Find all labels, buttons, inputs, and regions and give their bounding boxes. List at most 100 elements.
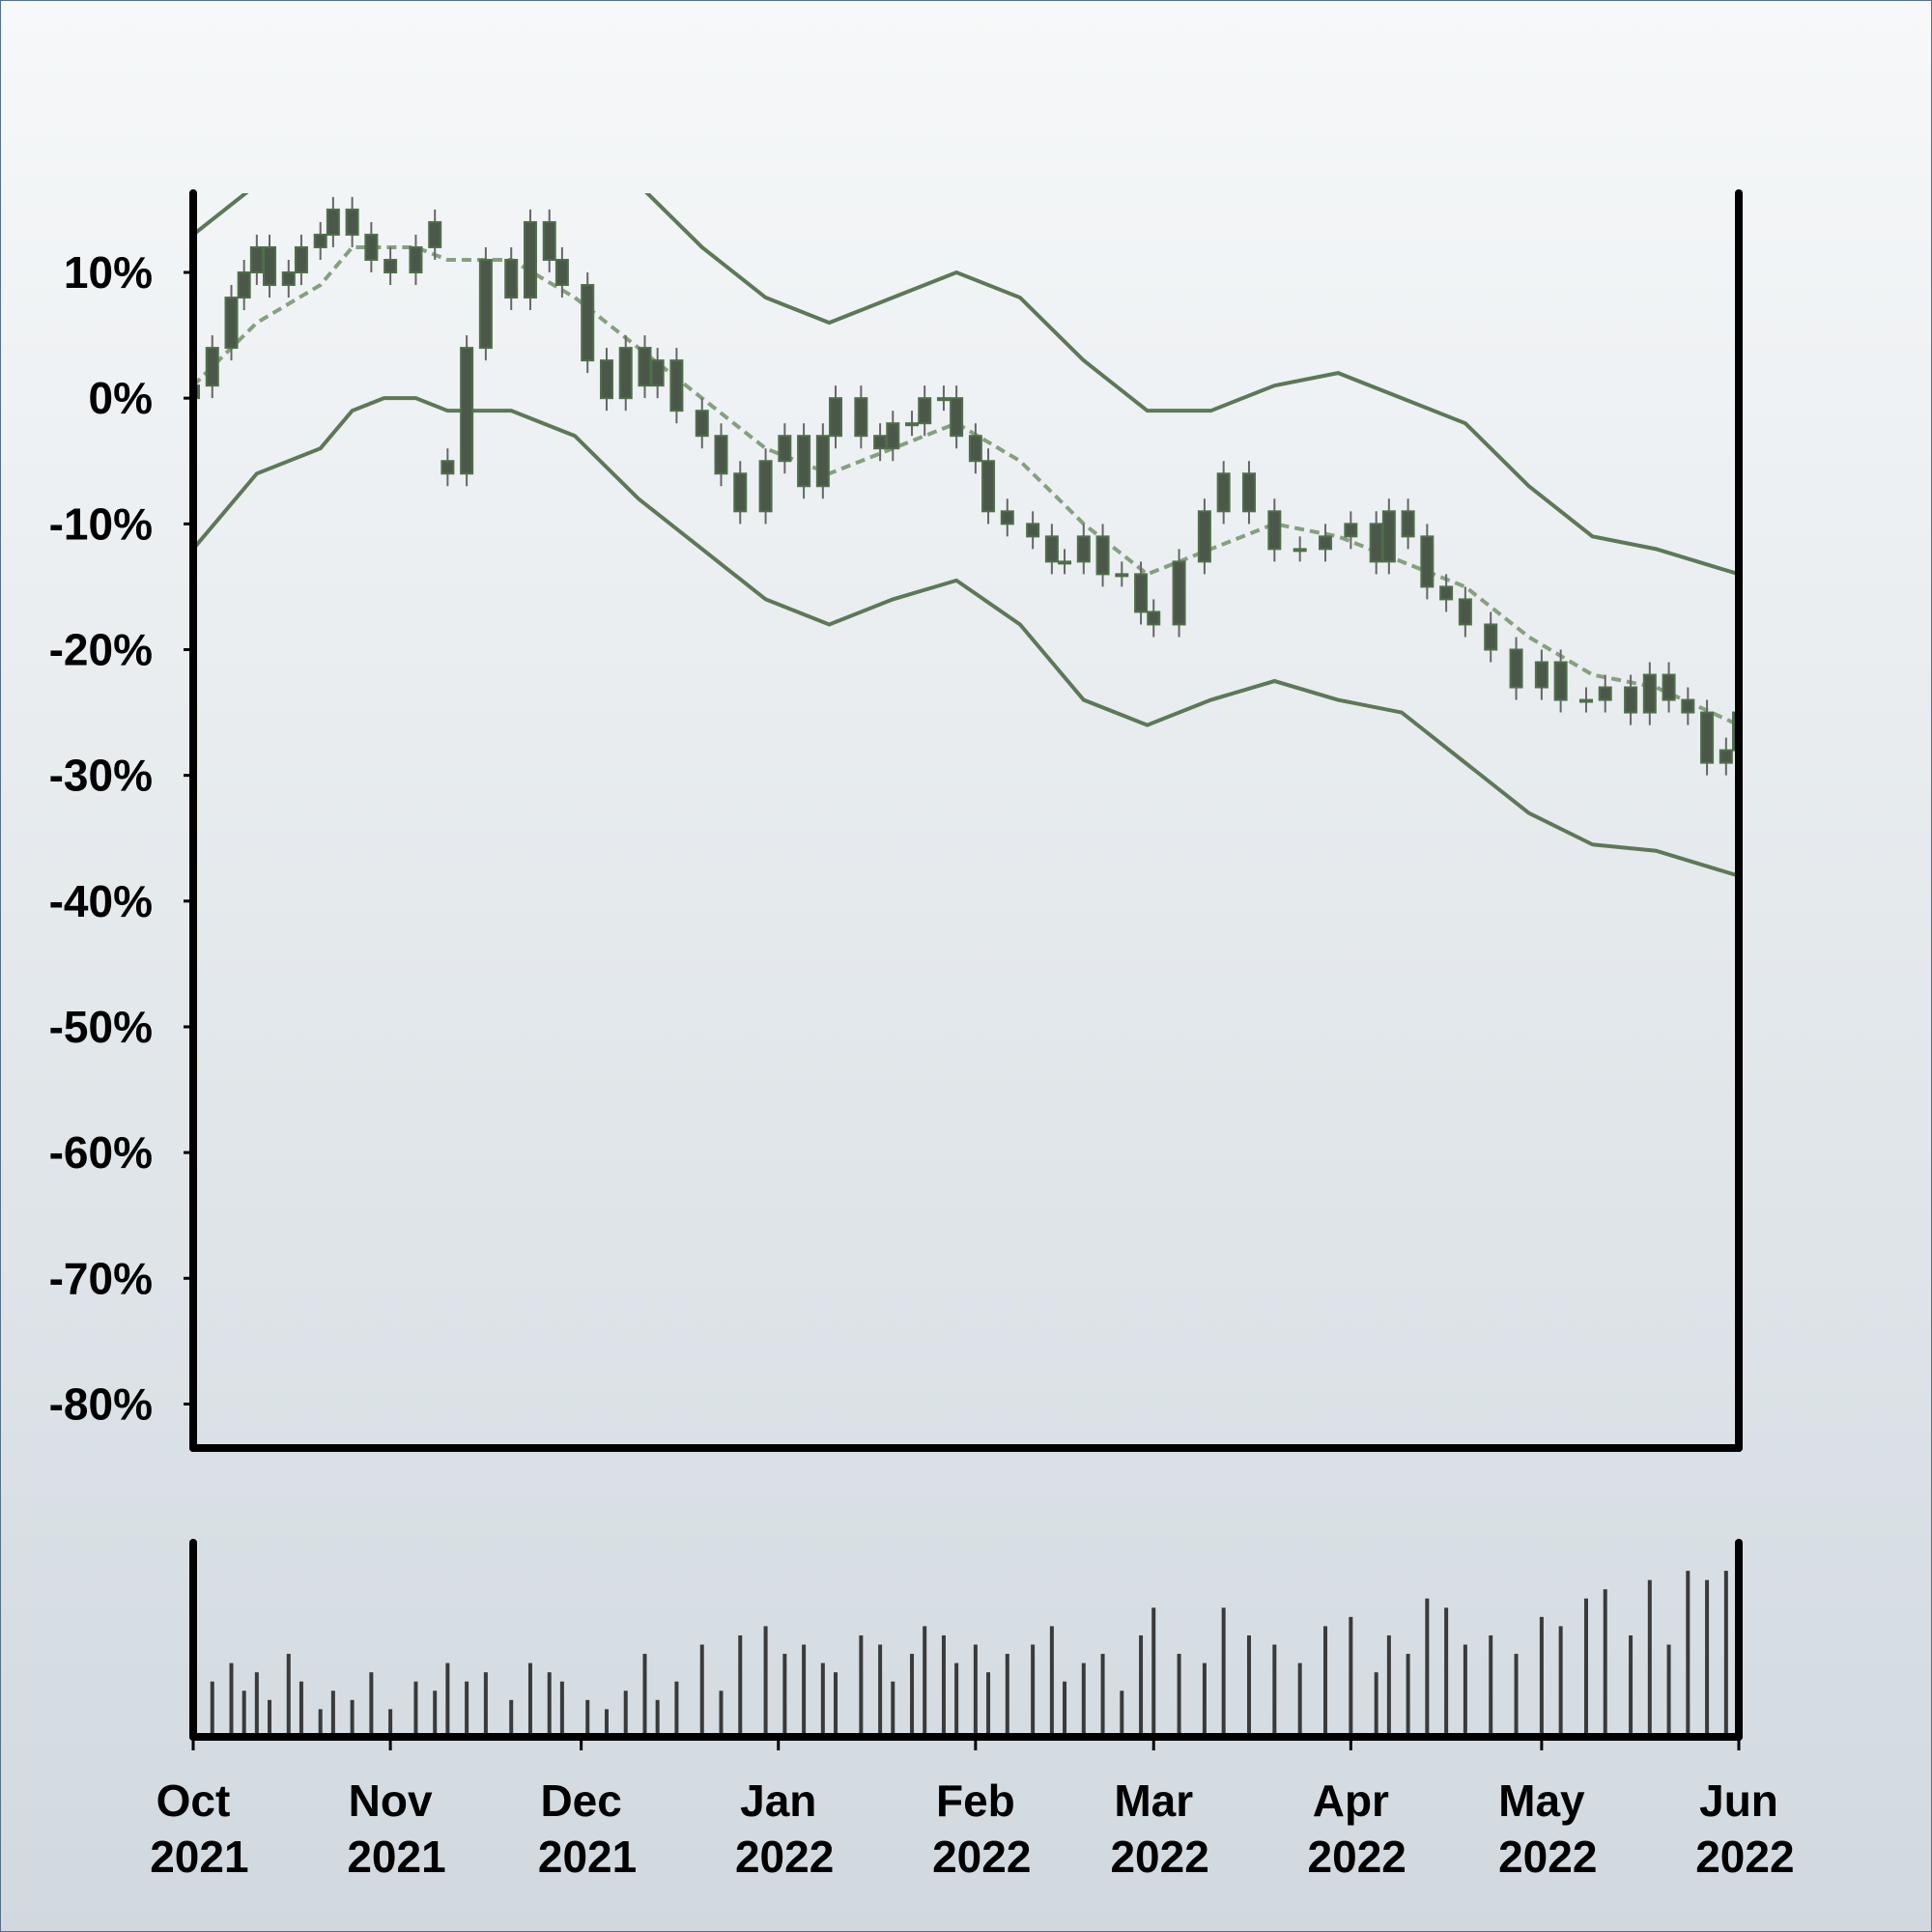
volume-bar bbox=[1514, 1654, 1519, 1737]
volume-bar bbox=[1463, 1644, 1467, 1737]
volume-bar bbox=[910, 1654, 915, 1737]
candle-body bbox=[523, 220, 537, 299]
y-tick-label: -30% bbox=[49, 751, 153, 801]
candle-body bbox=[873, 435, 888, 450]
candle-body bbox=[428, 220, 442, 248]
volume-bar bbox=[1349, 1616, 1353, 1737]
candle-body bbox=[829, 397, 843, 438]
candle-body bbox=[1420, 535, 1435, 588]
x-tick-label: May 2022 bbox=[1486, 1776, 1597, 1882]
y-tick-label: -80% bbox=[49, 1378, 153, 1429]
candle-body bbox=[1700, 711, 1715, 764]
volume-bar bbox=[878, 1644, 883, 1737]
candle-body bbox=[1344, 523, 1358, 538]
x-tick-label: Mar 2022 bbox=[1098, 1776, 1209, 1882]
volume-bar bbox=[1666, 1644, 1671, 1737]
candle-body bbox=[1000, 510, 1014, 526]
volume-bar bbox=[891, 1681, 895, 1737]
volume-bar bbox=[1583, 1598, 1588, 1737]
candle-body bbox=[460, 347, 474, 475]
volume-bar bbox=[763, 1626, 768, 1737]
candle-body bbox=[224, 297, 239, 350]
volume-bar bbox=[229, 1662, 234, 1737]
x-tick-label: Apr 2022 bbox=[1295, 1776, 1406, 1882]
volume-bar bbox=[350, 1699, 355, 1737]
candle-body bbox=[797, 435, 811, 488]
candle-body bbox=[981, 460, 996, 513]
y-tick-label: -70% bbox=[49, 1253, 153, 1303]
candle-body bbox=[733, 472, 748, 513]
volume-bar bbox=[1406, 1654, 1410, 1737]
volume-bar bbox=[1425, 1598, 1430, 1737]
volume-bar bbox=[1323, 1626, 1328, 1737]
volume-bar bbox=[433, 1690, 438, 1737]
volume-bar bbox=[954, 1662, 959, 1737]
volume-bar bbox=[413, 1681, 418, 1737]
volume-bar bbox=[254, 1672, 259, 1737]
volume-bar bbox=[1386, 1634, 1391, 1737]
volume-bar bbox=[445, 1662, 450, 1737]
volume-bar bbox=[820, 1662, 825, 1737]
band-line bbox=[193, 193, 1739, 577]
candle-body bbox=[1439, 585, 1454, 601]
volume-bar bbox=[802, 1644, 807, 1737]
volume-bar bbox=[1647, 1579, 1652, 1737]
volume-bar bbox=[369, 1672, 374, 1737]
volume-bar bbox=[318, 1709, 323, 1737]
candle-body bbox=[1598, 686, 1612, 701]
volume-bar bbox=[782, 1654, 787, 1737]
candle-body bbox=[1197, 510, 1211, 563]
candle-body bbox=[1293, 548, 1307, 553]
candle-body bbox=[669, 359, 684, 412]
candle-body bbox=[1216, 472, 1231, 513]
volume-bar bbox=[604, 1709, 609, 1737]
candle-body bbox=[854, 397, 868, 438]
volume-bar bbox=[674, 1681, 679, 1737]
candle-body bbox=[950, 397, 964, 438]
candle-body bbox=[1401, 510, 1415, 538]
volume-bar bbox=[1100, 1654, 1105, 1737]
volume-bar bbox=[1005, 1654, 1009, 1737]
y-tick-label: -50% bbox=[49, 1002, 153, 1052]
candle-body bbox=[1719, 749, 1733, 764]
candle-body bbox=[440, 460, 455, 475]
volume-bar bbox=[1705, 1579, 1710, 1737]
volume-bar bbox=[1444, 1607, 1449, 1737]
volume-bar bbox=[210, 1681, 214, 1737]
volume-bar bbox=[642, 1654, 647, 1737]
candle-body bbox=[263, 245, 277, 287]
volume-bar bbox=[1558, 1626, 1563, 1737]
candle-body bbox=[1578, 698, 1593, 703]
volume-bar bbox=[1539, 1616, 1544, 1737]
y-tick-label: -60% bbox=[49, 1127, 153, 1178]
volume-bar bbox=[738, 1634, 743, 1737]
volume-bar bbox=[242, 1690, 246, 1737]
candle-body bbox=[618, 347, 633, 400]
volume-bar bbox=[1489, 1634, 1493, 1737]
candle-body bbox=[1681, 698, 1695, 714]
volume-bar bbox=[1297, 1662, 1302, 1737]
y-tick-label: -20% bbox=[49, 624, 153, 674]
candle-body bbox=[581, 284, 595, 362]
volume-bar bbox=[623, 1690, 628, 1737]
candle-body bbox=[1319, 535, 1333, 551]
candle-body bbox=[758, 460, 773, 513]
candle-body bbox=[1026, 523, 1040, 538]
candle-body bbox=[1534, 661, 1548, 689]
volume-bar bbox=[699, 1644, 704, 1737]
candle-body bbox=[1076, 535, 1091, 563]
volume-bar bbox=[1063, 1681, 1067, 1737]
volume-bar bbox=[1177, 1654, 1181, 1737]
volume-bar bbox=[1723, 1571, 1728, 1737]
candle-body bbox=[1058, 560, 1072, 565]
x-tick-label: Dec 2021 bbox=[526, 1776, 637, 1882]
candle-body bbox=[205, 347, 219, 387]
candle-body bbox=[1095, 535, 1110, 576]
candle-body bbox=[650, 359, 665, 387]
y-tick-label: -40% bbox=[49, 876, 153, 926]
candle-body bbox=[478, 258, 493, 350]
candle-body bbox=[638, 347, 652, 387]
volume-bar bbox=[1139, 1634, 1144, 1737]
volume-bar bbox=[1247, 1634, 1252, 1737]
